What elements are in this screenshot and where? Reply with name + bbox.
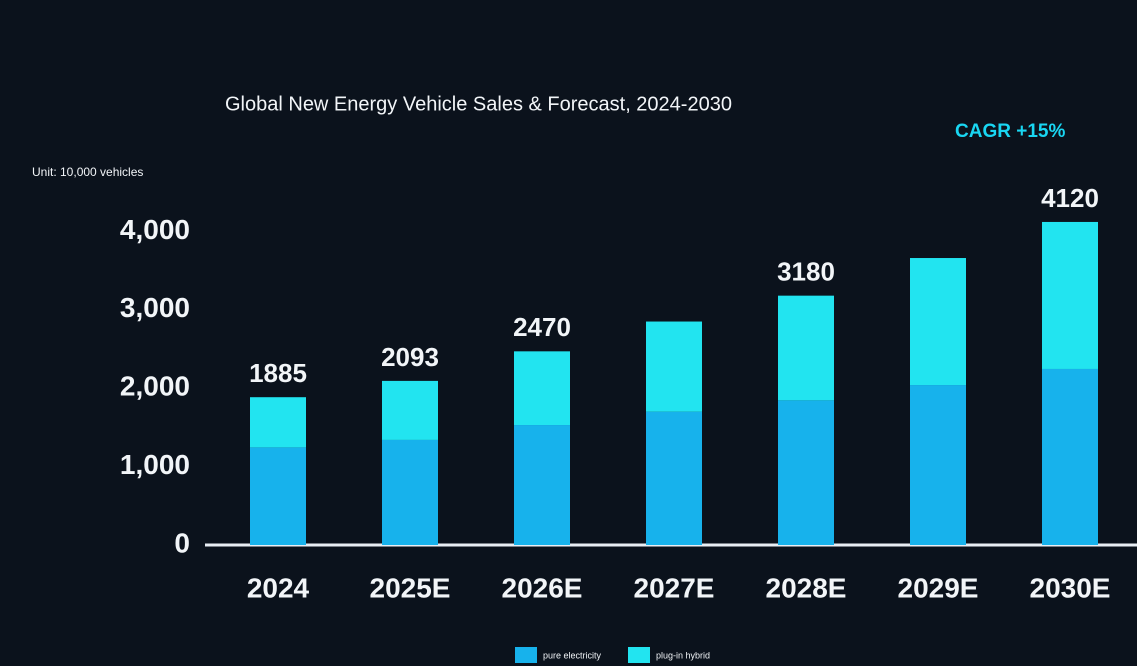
bar-segment xyxy=(778,400,834,545)
cagr-note: CAGR +15% xyxy=(955,121,1065,142)
total-label: 4120 xyxy=(1041,183,1099,213)
x-tick-label: 2026E xyxy=(502,572,583,603)
bar-segment xyxy=(778,295,834,401)
unit-label: Unit: 10,000 vehicles xyxy=(32,165,143,179)
x-tick-label: 2030E xyxy=(1030,572,1111,603)
x-tick-label: 2027E xyxy=(634,572,715,603)
y-tick-label: 3,000 xyxy=(120,292,190,323)
bar-segment xyxy=(910,258,966,386)
bar-segment xyxy=(382,439,438,545)
bar-segment xyxy=(1042,221,1098,369)
bar-segment xyxy=(646,321,702,412)
bar-segment xyxy=(1042,368,1098,545)
x-tick-label: 2029E xyxy=(898,572,979,603)
x-tick-label: 2028E xyxy=(766,572,847,603)
bar-segment xyxy=(514,425,570,545)
y-tick-label: 4,000 xyxy=(120,214,190,245)
bar-segment xyxy=(250,397,306,448)
chart-title: Global New Energy Vehicle Sales & Foreca… xyxy=(225,93,732,115)
bar-segment xyxy=(910,385,966,545)
bar-segment xyxy=(250,447,306,545)
total-label: 2470 xyxy=(513,312,571,342)
bar-segment xyxy=(646,411,702,545)
y-tick-label: 0 xyxy=(174,527,190,558)
legend-label: pure electricity xyxy=(543,650,602,660)
total-label: 3180 xyxy=(777,257,835,287)
legend-swatch xyxy=(628,647,650,663)
total-label: 2093 xyxy=(381,342,439,372)
bar-segment xyxy=(514,351,570,426)
legend-label: plug-in hybrid xyxy=(656,650,710,660)
x-tick-label: 2024 xyxy=(247,572,310,603)
bar-segment xyxy=(382,380,438,440)
y-tick-label: 1,000 xyxy=(120,449,190,480)
x-tick-label: 2025E xyxy=(370,572,451,603)
total-label: 1885 xyxy=(249,358,307,388)
legend-swatch xyxy=(515,647,537,663)
y-tick-label: 2,000 xyxy=(120,371,190,402)
